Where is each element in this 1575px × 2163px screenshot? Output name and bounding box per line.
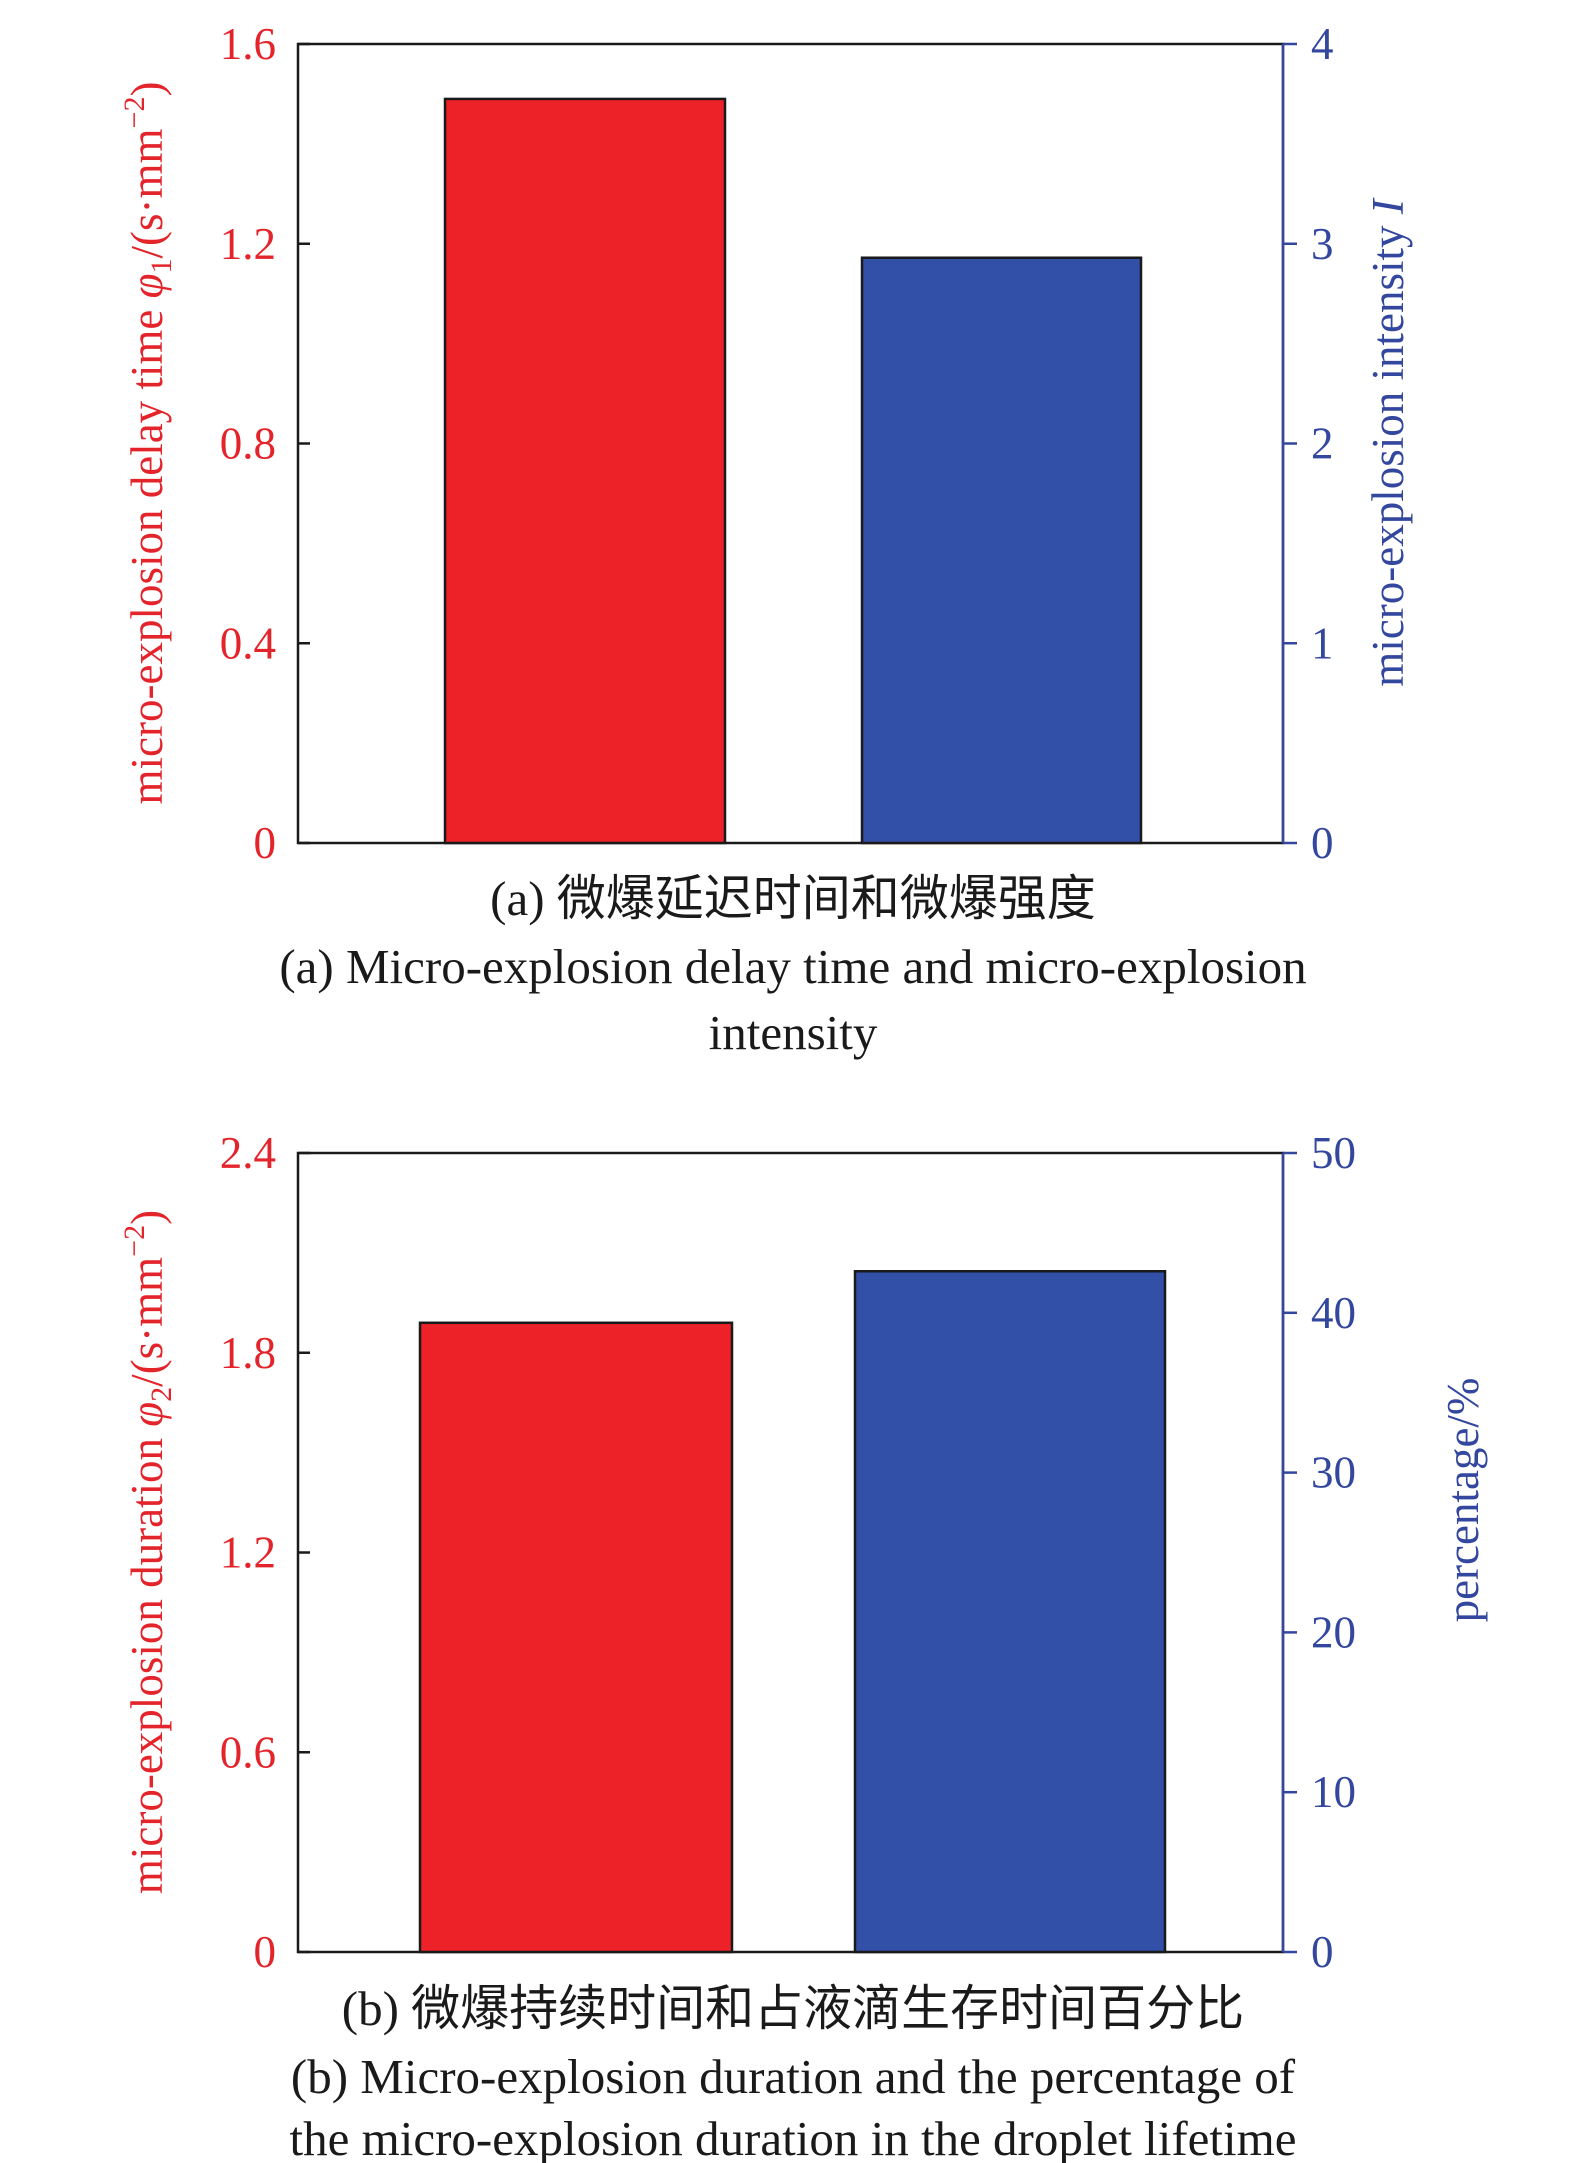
panel-a-bar-right — [860, 256, 1143, 845]
panel-b-right-tick-label: 10 — [1311, 1767, 1356, 1817]
panel-b-left-axis-title: micro-explosion duration φ2/(s·mm−2) — [118, 1210, 178, 1894]
panel-b-left-axis: 0 0.6 1.2 1.8 2.4 — [220, 1128, 310, 1977]
panel-b-right-tick-label: 50 — [1311, 1128, 1356, 1178]
panel-b-right-tick-label: 0 — [1311, 1927, 1334, 1977]
panel-a-right-tick-label: 0 — [1311, 818, 1334, 868]
panel-b-left-tick-label: 0 — [254, 1927, 277, 1977]
panel-a-caption-en-line1: (a) Micro-explosion delay time and micro… — [279, 939, 1306, 994]
panel-a-chart: 0 0.4 0.8 1.2 1.6 0 1 2 3 4 micro-explosion dela… — [118, 19, 1413, 1060]
panel-a-right-axis-title: micro-explosion intensity I — [1363, 197, 1413, 686]
panel-a-right-tick-label: 3 — [1311, 219, 1334, 269]
panel-a-right-tick-label: 1 — [1311, 618, 1334, 668]
panel-b-bar-left — [418, 1321, 734, 1954]
panel-b-right-axis: 0 10 20 30 40 50 — [1281, 1128, 1356, 1977]
panel-a-left-tick-label: 0 — [254, 818, 277, 868]
panel-b-right-tick-label: 20 — [1311, 1607, 1356, 1657]
panel-a-left-tick-label: 0.4 — [220, 618, 276, 668]
panel-b-caption-en-line1: (b) Micro-explosion duration and the per… — [291, 2049, 1296, 2104]
panel-a-left-tick-label: 0.8 — [220, 419, 276, 469]
panel-a-left-tick-label: 1.6 — [220, 19, 276, 69]
panel-b-chart: 0 0.6 1.2 1.8 2.4 0 10 20 30 40 50 micro-explosio… — [118, 1128, 1488, 2163]
panel-a-caption-en-line2: intensity — [709, 1005, 878, 1060]
panel-a-bar-left — [443, 97, 727, 845]
panel-b-right-tick-label: 40 — [1311, 1288, 1356, 1338]
panel-a-bars — [443, 97, 1143, 845]
panel-b-left-tick-label: 0.6 — [220, 1727, 276, 1777]
panel-b-bar-right — [853, 1270, 1167, 1954]
panel-b-left-tick-label: 2.4 — [220, 1128, 276, 1178]
panel-b-bars — [418, 1270, 1167, 1954]
panel-a-right-axis: 0 1 2 3 4 — [1281, 19, 1334, 868]
panel-b-left-tick-label: 1.2 — [220, 1528, 276, 1578]
panel-b-left-tick-label: 1.8 — [220, 1328, 276, 1378]
panel-a-left-axis-title: micro-explosion delay time φ1/(s·mm−2) — [118, 82, 178, 805]
panel-b-right-axis-title: percentage/% — [1438, 1378, 1488, 1623]
panel-b-caption-cn: (b) 微爆持续时间和占液滴生存时间百分比 — [342, 1981, 1244, 2036]
panel-a-left-tick-label: 1.2 — [220, 219, 276, 269]
panel-a-right-tick-label: 4 — [1311, 19, 1334, 69]
panel-b-right-tick-label: 30 — [1311, 1448, 1356, 1498]
panel-a-caption-cn: (a) 微爆延迟时间和微爆强度 — [490, 871, 1096, 926]
panel-a-right-tick-label: 2 — [1311, 419, 1334, 469]
panel-a-left-axis: 0 0.4 0.8 1.2 1.6 — [220, 19, 310, 868]
panel-b-caption-en-line2: the micro-explosion duration in the drop… — [290, 2111, 1297, 2163]
